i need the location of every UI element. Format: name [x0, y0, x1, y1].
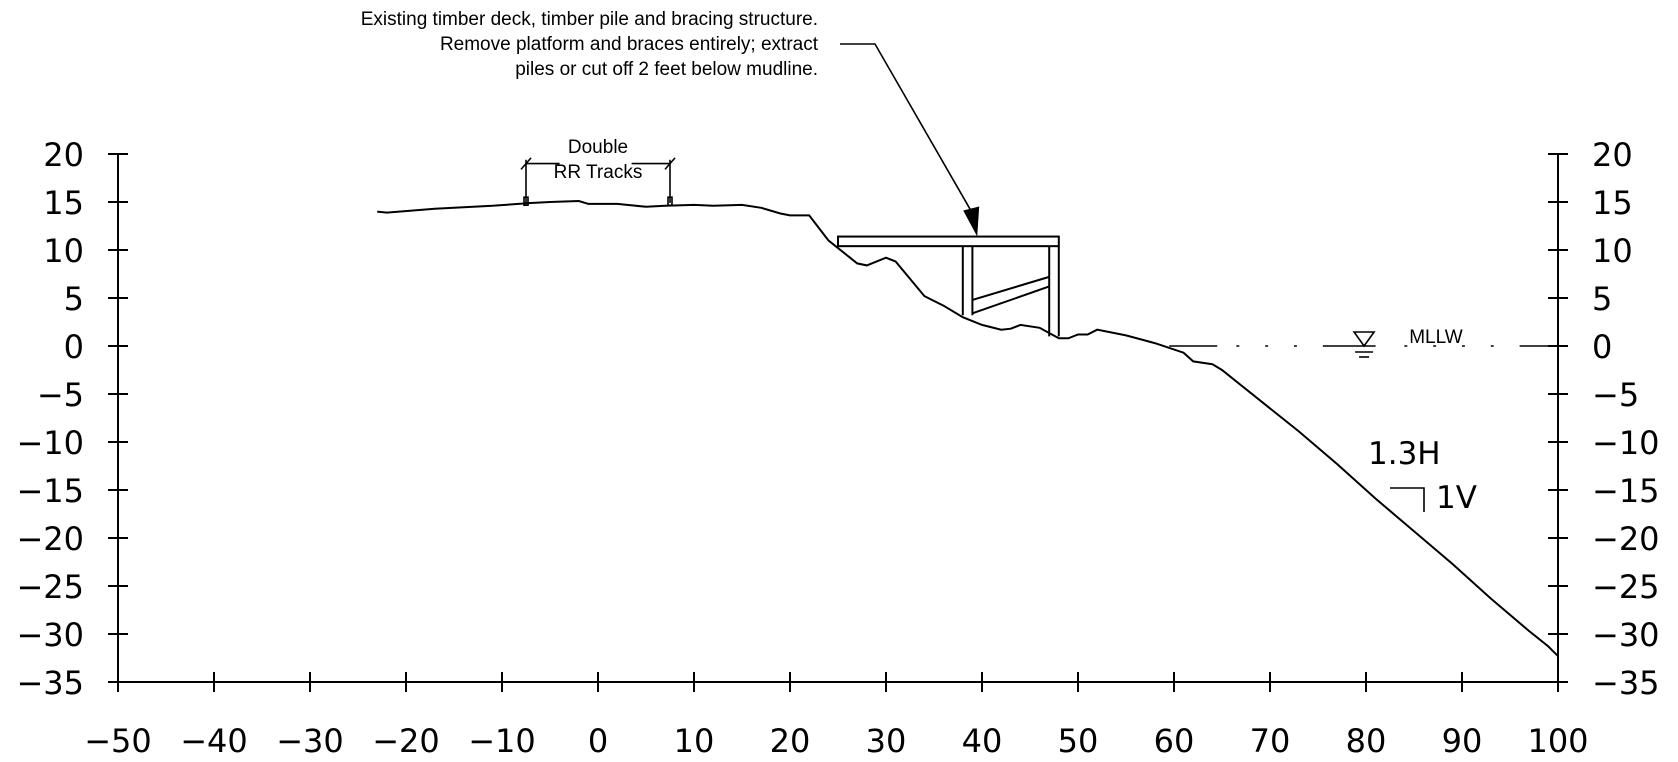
mllw-label: MLLW [1409, 327, 1463, 348]
water-triangle [1352, 331, 1376, 348]
bottom-axis-ticks: −50 −40 −30 −20 −10 0 10 20 30 40 50 60 70 80 90 100 [84, 672, 1589, 760]
bottom-tick-label: 50 [1058, 722, 1099, 760]
bottom-tick-label: 70 [1250, 722, 1291, 760]
bottom-tick-label: 100 [1527, 722, 1588, 760]
right-tick-label: −25 [1592, 568, 1660, 606]
right-tick-label: −5 [1592, 376, 1639, 414]
right-tick-label: 20 [1592, 136, 1633, 174]
left-tick-label: −25 [16, 568, 84, 606]
right-tick-label: −30 [1592, 616, 1660, 654]
slope-symbol [1390, 487, 1425, 512]
right-tick-label: −20 [1592, 520, 1660, 558]
bottom-tick-label: −50 [84, 722, 152, 760]
callout-arrowhead [963, 206, 980, 237]
bottom-tick-label: −40 [180, 722, 248, 760]
left-tick-label: 5 [64, 280, 84, 318]
timber-structure [837, 235, 1060, 337]
left-tick-label: −10 [16, 424, 84, 462]
right-tick-label: 15 [1592, 184, 1633, 222]
bottom-tick-label: 0 [588, 722, 608, 760]
water-level: MLLW [1169, 327, 1558, 358]
bottom-tick-label: 30 [866, 722, 907, 760]
slope-horizontal-label: 1.3H [1368, 436, 1441, 472]
rr-label-line-1: Double [568, 137, 628, 158]
right-tick-label: −10 [1592, 424, 1660, 462]
rr-tick-left [520, 157, 532, 170]
bottom-tick-label: 20 [770, 722, 811, 760]
timber-deck [837, 235, 1060, 248]
bottom-tick-label: −30 [276, 722, 344, 760]
right-tick-label: −35 [1592, 664, 1660, 702]
right-tick-label: −15 [1592, 472, 1660, 510]
bottom-tick-label: −20 [372, 722, 440, 760]
right-tick-label: 10 [1592, 232, 1633, 270]
structure-note-line-3: piles or cut off 2 feet below mudline. [515, 59, 818, 80]
right-axis-ticks: 20 15 10 5 0 −5 −10 −15 −20 −25 −30 −35 [1548, 136, 1660, 702]
left-tick-label: 0 [64, 328, 84, 366]
structure-note-line-1: Existing timber deck, timber pile and br… [361, 9, 818, 30]
rr-label-line-2: RR Tracks [554, 162, 643, 183]
bottom-tick-label: 90 [1442, 722, 1483, 760]
rr-rail-left [523, 196, 529, 206]
structure-callout: Existing timber deck, timber pile and br… [361, 9, 980, 237]
structure-note-line-2: Remove platform and braces entirely; ext… [440, 34, 819, 55]
bottom-tick-label: 40 [962, 722, 1003, 760]
timber-brace [972, 285, 1050, 315]
left-tick-label: 15 [43, 184, 84, 222]
left-tick-label: −15 [16, 472, 84, 510]
left-tick-label: 20 [43, 136, 84, 174]
bottom-tick-label: 60 [1154, 722, 1195, 760]
rr-tracks-annotation: Double RR Tracks [520, 137, 676, 206]
rr-tick-right [664, 157, 676, 170]
left-tick-label: 10 [43, 232, 84, 270]
water-level-symbol [1352, 331, 1376, 358]
left-axis-ticks: 20 15 10 5 0 −5 −10 −15 −20 −25 −30 −35 [16, 136, 128, 702]
bottom-tick-label: 10 [674, 722, 715, 760]
bottom-tick-label: −10 [468, 722, 536, 760]
bottom-tick-label: 80 [1346, 722, 1387, 760]
callout-leader-line [840, 43, 974, 215]
left-tick-label: −5 [37, 376, 84, 414]
right-tick-label: 0 [1592, 328, 1612, 366]
slope-vertical-label: 1V [1436, 480, 1477, 516]
timber-brace [972, 275, 1050, 301]
slope-ratio-annotation: 1.3H 1V [1368, 436, 1477, 516]
left-tick-label: −35 [16, 664, 84, 702]
right-tick-label: 5 [1592, 280, 1612, 318]
rr-rail-right [667, 196, 673, 206]
left-tick-label: −20 [16, 520, 84, 558]
left-tick-label: −30 [16, 616, 84, 654]
ground-profile-line [377, 199, 1559, 657]
